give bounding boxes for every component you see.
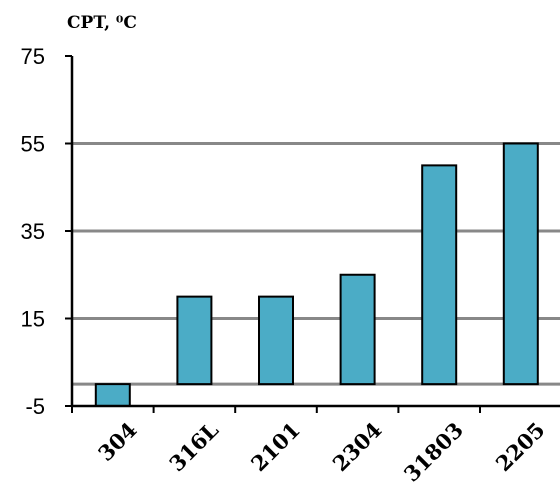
gridlines	[72, 142, 560, 386]
x-tick-label: 304	[93, 417, 142, 466]
bar-304	[94, 383, 131, 407]
bar-316L	[176, 295, 213, 386]
y-tick-label: 55	[21, 132, 45, 157]
y-axis-title: CPT, ⁰C	[67, 13, 137, 33]
bar-2205	[502, 142, 539, 386]
y-tick-label: 75	[21, 44, 45, 69]
x-tick-label: 2205	[491, 417, 550, 476]
bar-2304	[339, 273, 376, 386]
bar-31803	[421, 164, 458, 386]
y-tick-labels: 75 55 35 15 -5	[21, 44, 45, 419]
axes	[65, 55, 560, 413]
x-tick-label: 316L	[164, 417, 223, 476]
bar-2101	[258, 295, 294, 386]
x-tick-label: 31803	[399, 417, 468, 486]
y-tick-label: 35	[21, 219, 45, 244]
x-tick-label: 2101	[246, 417, 305, 476]
x-tick-labels: 304 316L 2101 2304 31803 2205	[93, 417, 550, 487]
y-tick-label: 15	[21, 307, 45, 332]
y-tick-label: -5	[25, 394, 45, 419]
x-tick-label: 2304	[327, 417, 386, 476]
bars	[94, 142, 539, 407]
